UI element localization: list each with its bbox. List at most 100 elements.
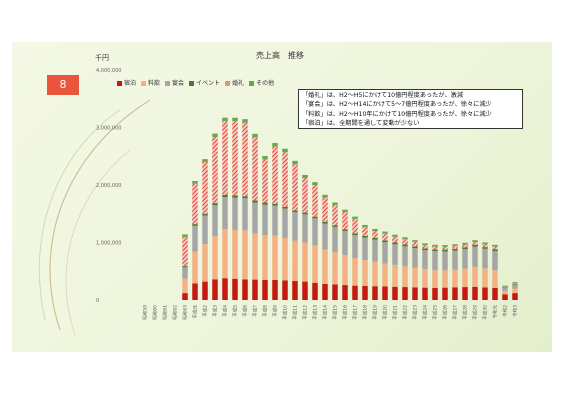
legend-swatch [165,81,171,86]
x-tick-label: 平成11 [292,305,299,320]
bar-segment [482,247,488,249]
bar-segment [242,230,248,280]
bar-segment [372,286,378,300]
bar-segment [262,155,268,160]
bar-segment [462,268,468,288]
bar-segment [342,231,348,256]
bar-segment [202,159,208,163]
x-tick-label: 昭和59 [142,305,149,320]
bar-segment [212,236,218,280]
bar-segment [302,214,308,243]
bar-segment [332,225,338,227]
bar-segment [232,195,238,198]
x-tick-label: 平成18 [362,305,369,320]
bar-segment [182,237,188,267]
bar-segment [442,246,448,250]
x-tick-label: 平成12 [302,305,309,320]
bar-segment [482,248,488,269]
bar-segment [462,249,468,269]
x-tick-label: 平成元 [192,305,199,319]
bar-segment [472,244,478,247]
bar-segment [402,237,408,240]
bar-segment [432,249,438,252]
bar-segment [262,159,268,203]
legend-swatch [117,81,122,86]
bar-segment [472,241,478,245]
bar-segment [392,286,398,300]
bar-segment [302,212,308,215]
bar-segment [282,206,288,209]
bar-segment [192,180,198,184]
bar-segment [382,242,388,264]
bar-segment [382,231,388,234]
bar-segment [212,205,218,237]
bar-segment [392,264,398,287]
bar-segment [302,242,308,282]
bar-segment [302,281,308,300]
bar-series [182,117,518,301]
bar-segment [442,251,448,271]
x-tick-label: 令和3 [512,305,519,317]
legend-swatch [189,81,195,86]
bar-segment [432,246,438,250]
x-tick-label: 平成22 [402,305,409,320]
bar-segment [402,287,408,300]
bar-segment [222,229,228,279]
bar-segment [512,293,518,300]
bar-segment [322,221,328,224]
bar-segment [452,250,458,270]
bar-segment [222,197,228,230]
bar-segment [292,164,298,211]
bar-segment [402,239,408,245]
bar-segment [252,137,258,201]
bar-segment [252,200,258,203]
legend-swatch [225,81,231,86]
bar-segment [502,294,508,300]
x-tick-label: 令和元 [492,305,499,319]
bar-segment [382,240,388,243]
bar-segment [272,205,278,236]
bar-segment [272,146,278,204]
bar-segment [442,245,448,247]
bar-segment [332,252,338,285]
bar-segment [192,251,198,284]
bar-segment [352,218,358,234]
bar-segment [202,162,208,214]
bar-segment [492,249,498,252]
legend-swatch [141,81,147,86]
bar-segment [482,287,488,300]
bar-segment [322,197,328,222]
bar-segment [422,243,428,246]
bar-segment [452,245,458,249]
bar-segment [292,281,298,300]
bar-segment [302,178,308,213]
bar-segment [352,235,358,259]
chart-title: 売上高 推移 [256,51,304,60]
bar-segment [472,246,478,267]
x-tick-label: 平成9 [272,305,279,317]
bar-segment [342,212,348,230]
bar-segment [312,282,318,300]
y-tick-label: 0 [96,298,99,304]
bar-segment [372,231,378,238]
bar-segment [332,284,338,300]
bar-segment [242,196,248,199]
bar-segment [262,279,268,301]
bar-segment [322,223,328,250]
bar-segment [232,278,238,300]
bar-segment [412,267,418,288]
bar-segment [352,216,358,219]
bar-segment [242,119,248,123]
bar-segment [332,226,338,253]
x-tick-label: 平成29 [472,305,479,320]
bar-segment [512,283,518,285]
bar-segment [382,286,388,300]
x-tick-label: 平成17 [352,305,359,320]
decorative-swirls [38,99,151,336]
x-tick-label: 平成3 [212,305,219,317]
bar-segment [322,194,328,198]
bar-segment [232,117,238,122]
bar-segment [372,228,378,231]
bar-segment [372,261,378,287]
bar-segment [242,198,248,231]
